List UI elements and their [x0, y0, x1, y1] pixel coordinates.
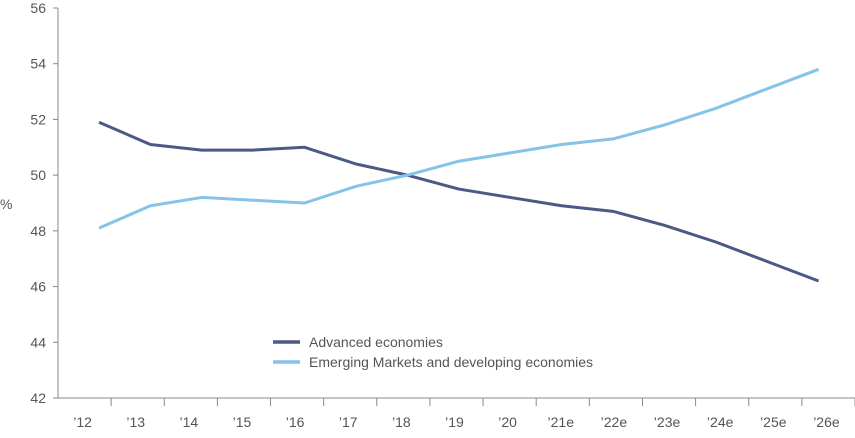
y-tick-label: 48 [30, 223, 46, 239]
x-tick-label: ’18 [392, 414, 411, 430]
y-tick-label: 56 [30, 0, 46, 16]
y-tick-label: 52 [30, 111, 46, 127]
x-tick-label: ’14 [179, 414, 198, 430]
series-lines [99, 69, 819, 281]
y-tick-label: 50 [30, 167, 46, 183]
x-tick-label: ’15 [233, 414, 252, 430]
x-tick-label: ’13 [126, 414, 145, 430]
x-tick-label: ’16 [286, 414, 305, 430]
x-tick-label: ’25e [760, 414, 787, 430]
y-axis-label: % [0, 196, 12, 212]
x-tick-label: ’17 [339, 414, 358, 430]
series-line-0 [99, 122, 819, 281]
y-tick-label: 54 [30, 56, 46, 72]
x-tick-label: ’19 [445, 414, 464, 430]
y-tick-label: 44 [30, 334, 46, 350]
y-tick-label: 46 [30, 279, 46, 295]
x-tick-label: ’20 [498, 414, 517, 430]
x-tick-label: ’23e [654, 414, 681, 430]
x-tick-label: ’21e [548, 414, 575, 430]
legend-label-1: Emerging Markets and developing economie… [309, 354, 593, 370]
x-tick-label: ’12 [73, 414, 92, 430]
legend: Advanced economies Emerging Markets and d… [273, 334, 593, 370]
x-tick-label: ’24e [707, 414, 734, 430]
legend-label-0: Advanced economies [309, 334, 443, 350]
y-tick-label: 42 [30, 390, 46, 406]
x-tick-label: ’22e [601, 414, 628, 430]
x-tick-label: ’26e [813, 414, 840, 430]
